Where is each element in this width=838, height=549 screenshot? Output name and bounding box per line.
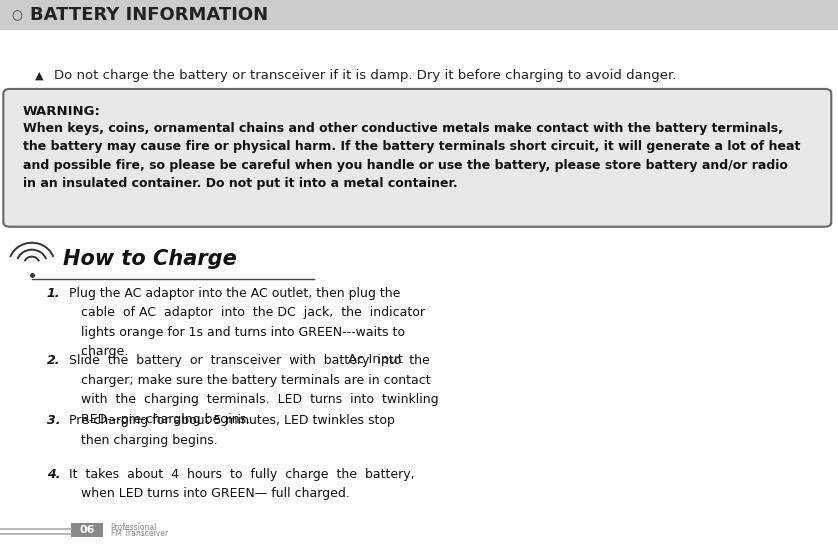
Text: Slide  the  battery  or  transceiver  with  battery  into  the
   charger; make : Slide the battery or transceiver with ba… [69, 354, 438, 425]
Text: Pre-charging for about 5 minutes, LED twinkles stop
   then charging begins.: Pre-charging for about 5 minutes, LED tw… [69, 414, 395, 447]
Text: WARNING:: WARNING: [23, 105, 101, 119]
Text: How to Charge: How to Charge [63, 249, 236, 269]
FancyBboxPatch shape [71, 523, 103, 537]
Text: FM Transceiver: FM Transceiver [111, 529, 168, 538]
FancyBboxPatch shape [0, 0, 838, 30]
Text: When keys, coins, ornamental chains and other conductive metals make contact wit: When keys, coins, ornamental chains and … [23, 122, 800, 191]
Text: It  takes  about  4  hours  to  fully  charge  the  battery,
   when LED turns i: It takes about 4 hours to fully charge t… [69, 468, 414, 500]
Text: ○: ○ [11, 9, 22, 22]
Text: Plug the AC adaptor into the AC outlet, then plug the
   cable  of AC  adaptor  : Plug the AC adaptor into the AC outlet, … [69, 287, 425, 358]
Text: 1.: 1. [47, 287, 60, 300]
Text: 2.: 2. [47, 354, 60, 367]
Text: 4.: 4. [47, 468, 60, 481]
FancyBboxPatch shape [3, 89, 831, 227]
Text: 06: 06 [80, 525, 95, 535]
Text: BATTERY INFORMATION: BATTERY INFORMATION [30, 7, 268, 24]
Text: Ac Input: Ac Input [348, 353, 403, 366]
Text: 3.: 3. [47, 414, 60, 428]
Text: Professional: Professional [111, 523, 157, 531]
Text: Do not charge the battery or transceiver if it is damp. Dry it before charging t: Do not charge the battery or transceiver… [54, 69, 677, 82]
Text: ▲: ▲ [35, 71, 44, 81]
